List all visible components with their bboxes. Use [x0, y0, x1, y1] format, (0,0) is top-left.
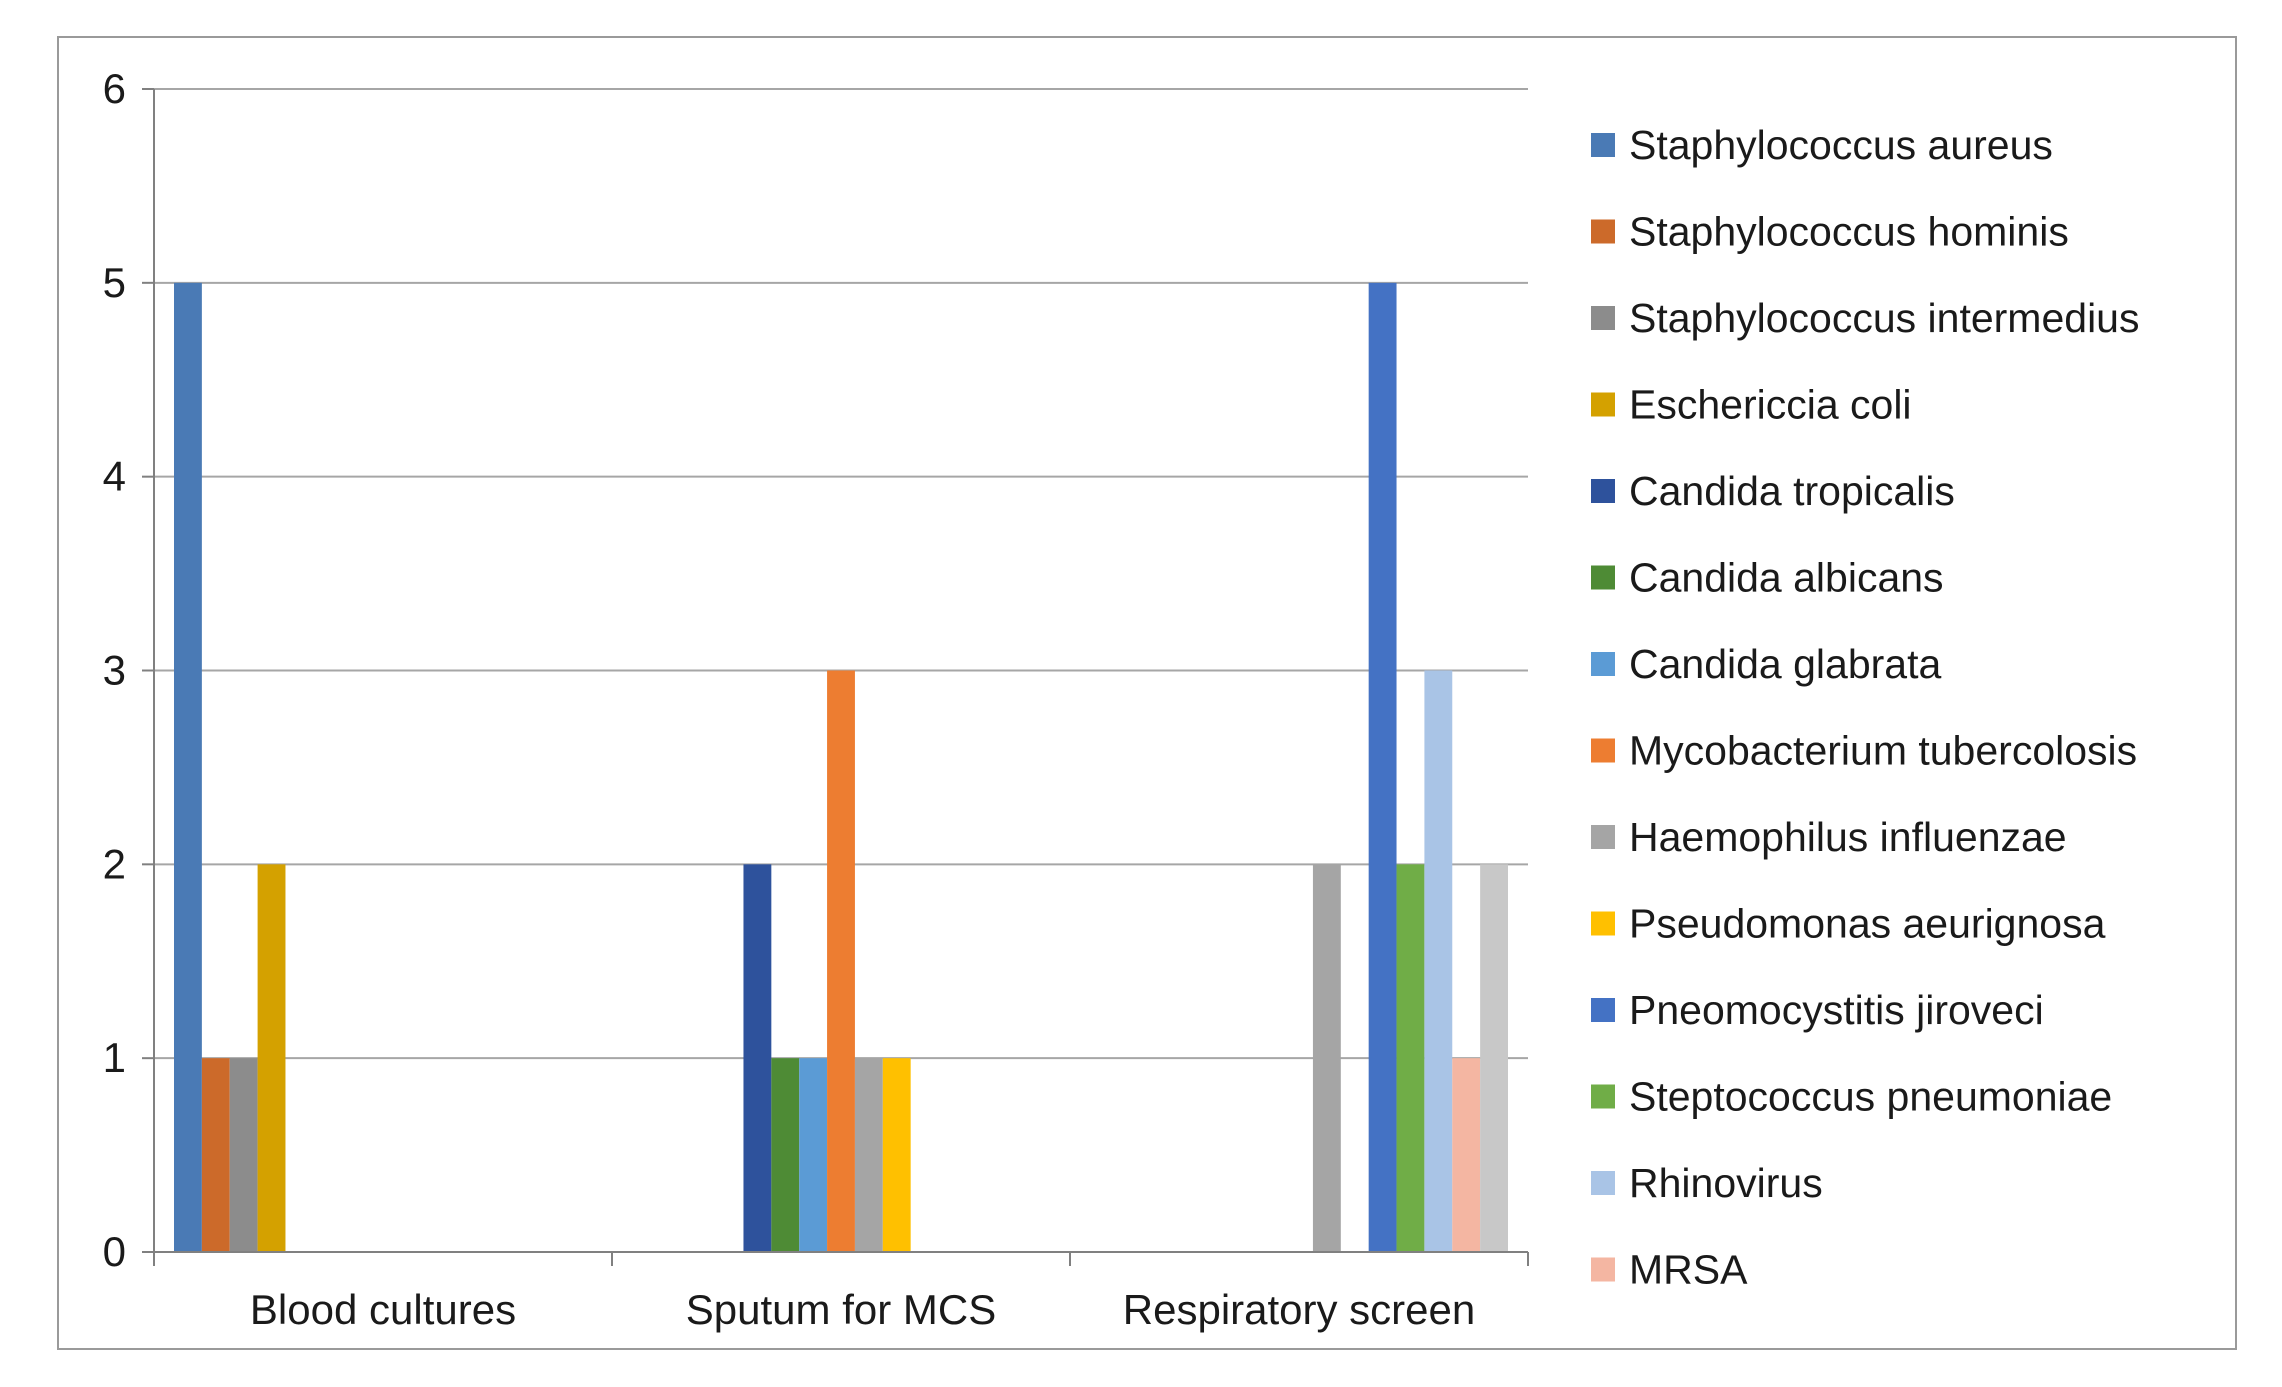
y-tick-label: 3	[103, 647, 126, 694]
legend-label: Pneomocystitis jiroveci	[1629, 987, 2044, 1033]
legend-label: Staphylococcus intermedius	[1629, 295, 2139, 341]
bar	[771, 1058, 800, 1252]
bar	[882, 1058, 911, 1252]
legend-layer: Staphylococcus aureus Staphylococcus homi…	[1591, 122, 2139, 1293]
y-tick-label: 0	[103, 1228, 126, 1275]
legend-label: Mycobacterium tubercolosis	[1629, 728, 2137, 774]
bar	[1480, 864, 1508, 1252]
bar	[827, 670, 855, 1252]
legend-swatch	[1591, 738, 1615, 763]
bar	[743, 864, 772, 1252]
y-tick-label: 1	[103, 1034, 126, 1081]
legend-label: Staphylococcus aureus	[1629, 122, 2053, 168]
legend-label: Eschericcia coli	[1629, 382, 1912, 428]
bar	[229, 1058, 258, 1252]
legend-label: Staphylococcus hominis	[1629, 209, 2069, 255]
legend-label: Pseudomonas aeurignosa	[1629, 901, 2106, 947]
y-tick-label: 2	[103, 840, 126, 887]
legend-label: MRSA	[1629, 1247, 1748, 1293]
legend-label: Rhinovirus	[1629, 1160, 1823, 1206]
bar-layer	[174, 282, 1508, 1252]
legend-swatch	[1591, 219, 1615, 244]
bar	[1424, 670, 1453, 1252]
bar	[1396, 864, 1425, 1252]
legend-label: Haemophilus influenzae	[1629, 814, 2067, 860]
chart-svg: 0 1 2 3 4 5 6 Blood cultures Sputum for MCS Respi…	[103, 65, 2140, 1333]
legend-swatch	[1591, 652, 1615, 676]
legend-label: Steptococcus pneumoniae	[1629, 1074, 2112, 1120]
y-tick-label: 4	[103, 453, 126, 500]
legend-swatch	[1591, 998, 1615, 1022]
legend-label: Candida albicans	[1629, 555, 1944, 601]
legend-swatch	[1591, 392, 1615, 417]
bar	[1312, 864, 1341, 1252]
bar	[854, 1058, 883, 1252]
x-category-label: Sputum for MCS	[686, 1286, 996, 1333]
bar	[201, 1058, 230, 1252]
chart-frame: 0 1 2 3 4 5 6 Blood cultures Sputum for MCS Respi…	[57, 36, 2237, 1350]
legend-label: Candida glabrata	[1629, 641, 1941, 687]
legend-swatch	[1591, 1171, 1615, 1195]
y-tick-label: 5	[103, 259, 126, 306]
bar	[257, 864, 286, 1252]
bar	[174, 282, 202, 1252]
legend-swatch	[1591, 1257, 1615, 1282]
legend-swatch	[1591, 133, 1615, 157]
legend-swatch	[1591, 479, 1615, 503]
y-tick-label: 6	[103, 65, 126, 112]
axis-layer: 0 1 2 3 4 5 6 Blood cultures Sputum for MCS Respi…	[103, 65, 1529, 1333]
x-category-label: Blood cultures	[250, 1286, 516, 1333]
legend-swatch	[1591, 911, 1615, 936]
legend-swatch	[1591, 306, 1615, 330]
legend-swatch	[1591, 565, 1615, 590]
legend-swatch	[1591, 1084, 1615, 1109]
legend-label: Candida tropicalis	[1629, 468, 1955, 514]
bar	[1452, 1058, 1481, 1252]
x-category-label: Respiratory screen	[1123, 1286, 1475, 1333]
bar	[799, 1058, 828, 1252]
bar	[1368, 282, 1397, 1252]
legend-swatch	[1591, 825, 1615, 849]
